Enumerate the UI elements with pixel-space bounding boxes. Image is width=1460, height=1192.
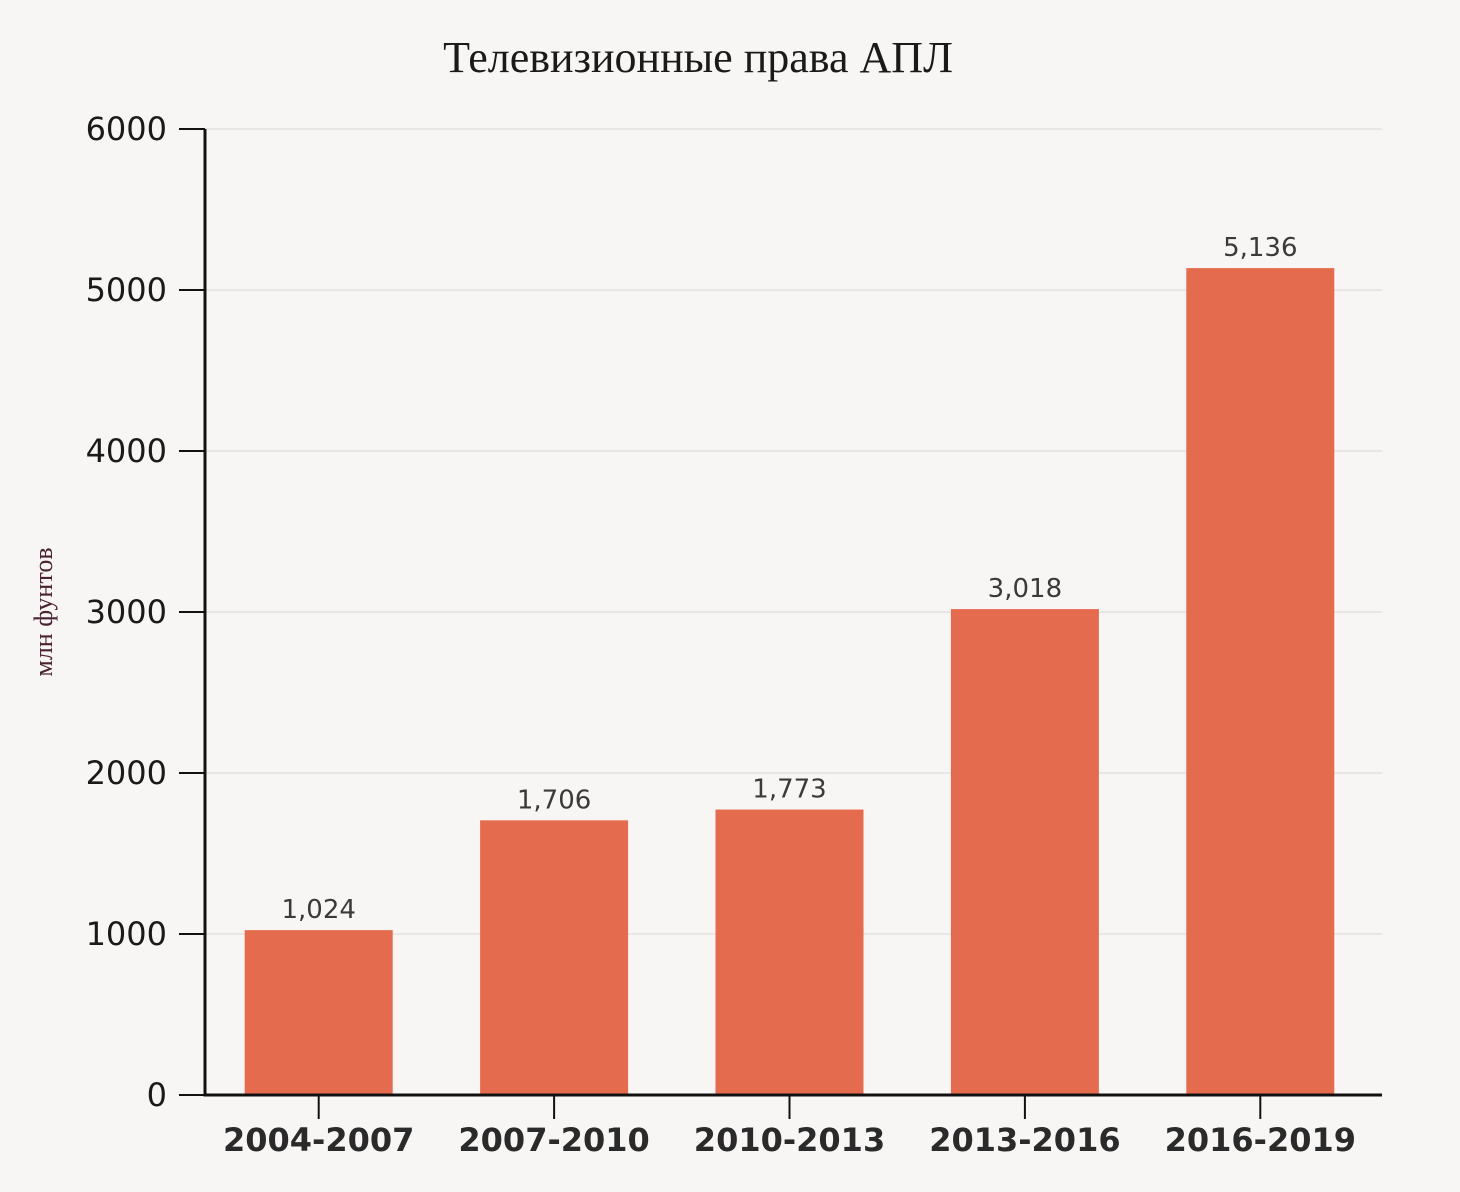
data-label: 1,024 [281,895,355,925]
y-tick-label: 1000 [86,915,167,953]
y-tick-label: 4000 [86,432,167,470]
x-tick-label: 2013-2016 [929,1121,1120,1159]
y-tick-label: 6000 [86,110,167,148]
data-label: 1,773 [752,775,826,805]
data-label: 3,018 [988,574,1062,604]
data-label: 5,136 [1223,233,1297,263]
x-tick-label: 2007-2010 [458,1121,649,1159]
y-tick-label: 0 [147,1076,167,1114]
x-ticks: 2004-2007 2007-2010 2010-2013 2013-2016 2016… [223,1095,1356,1159]
chart-title: Телевизионные права АПЛ [443,33,953,82]
y-ticks: 0 1000 2000 3000 4000 5000 6000 [86,110,205,1114]
bar [480,820,629,1095]
y-tick-label: 3000 [86,593,167,631]
y-tick-label: 2000 [86,754,167,792]
gridlines [205,128,1382,935]
x-tick-label: 2010-2013 [694,1121,885,1159]
data-label: 1,706 [517,785,591,815]
bar [244,930,393,1095]
y-axis-label: млн фунтов [29,547,58,676]
data-labels: 1,024 1,706 1,773 3,018 5,136 [281,233,1297,925]
bar [1186,268,1335,1095]
bars [244,268,1335,1095]
bar [950,609,1099,1095]
x-tick-label: 2004-2007 [223,1121,414,1159]
bar [715,809,864,1095]
y-tick-label: 5000 [86,271,167,309]
x-tick-label: 2016-2019 [1165,1121,1356,1159]
